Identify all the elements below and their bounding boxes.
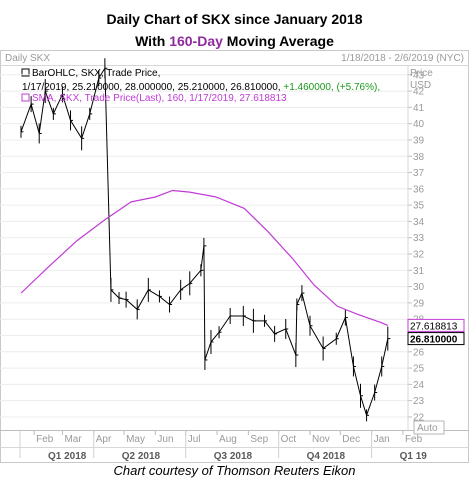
subtitle-highlight: 160-Day bbox=[169, 33, 223, 49]
y-tick-label: 34 bbox=[413, 217, 425, 228]
y-tick-label: 43 bbox=[413, 70, 425, 81]
auto-scale-label: Auto bbox=[417, 423, 438, 434]
price-legend-change: +1.460000, (+5.76%), bbox=[283, 82, 380, 93]
y-tick-label: 35 bbox=[413, 201, 425, 212]
axis-title: Price bbox=[410, 68, 433, 79]
x-tick-label: Jul bbox=[188, 434, 201, 445]
chart-frame bbox=[0, 50, 469, 463]
y-tick-label: 23 bbox=[413, 396, 425, 407]
date-range: 1/18/2018 - 2/6/2019 (NYC) bbox=[341, 53, 464, 64]
chart-credit: Chart courtesy of Thomson Reuters Eikon bbox=[113, 463, 356, 478]
panel-label: Daily SKX bbox=[5, 53, 50, 64]
axis-currency: USD bbox=[410, 80, 431, 91]
y-tick-label: 42 bbox=[413, 87, 425, 98]
quarter-label: Q1 2018 bbox=[48, 451, 87, 462]
subtitle-suffix: Moving Average bbox=[222, 33, 334, 49]
auto-scale-button[interactable] bbox=[413, 420, 445, 435]
x-tick-label: Nov bbox=[312, 434, 330, 445]
subtitle-prefix: With bbox=[135, 33, 170, 49]
price-legend-values-row: 1/17/2019, 25.210000, 28.000000, 25.2100… bbox=[22, 82, 380, 93]
quarter-label: Q1 19 bbox=[400, 451, 428, 462]
quarter-label: Q3 2018 bbox=[214, 451, 253, 462]
y-tick-label: 32 bbox=[413, 250, 425, 261]
x-tick-label: Jan bbox=[374, 434, 390, 445]
x-tick-label: Jun bbox=[157, 434, 173, 445]
y-tick-label: 36 bbox=[413, 184, 425, 195]
y-tick-label: 40 bbox=[413, 119, 425, 130]
y-tick-label: 30 bbox=[413, 282, 425, 293]
y-tick-label: 41 bbox=[413, 103, 425, 114]
price-legend-ohlc: 1/17/2019, 25.210000, 28.000000, 25.2100… bbox=[22, 82, 283, 93]
price-legend-text: BarOHLC, SKX, Trade Price, bbox=[32, 68, 160, 79]
price-chart: Daily SKX 1/18/2018 - 2/6/2019 (NYC) 22 2… bbox=[0, 50, 469, 463]
x-tick-label: May bbox=[126, 434, 145, 445]
series-layer bbox=[20, 58, 391, 422]
y-tick-label: 38 bbox=[413, 152, 425, 163]
y-tick-label: 37 bbox=[413, 168, 425, 179]
y-tick-label: 22 bbox=[413, 412, 425, 423]
price-legend-swatch[interactable] bbox=[21, 68, 30, 77]
x-tick-label: Oct bbox=[281, 434, 297, 445]
quarter-label: Q4 2018 bbox=[307, 451, 346, 462]
y-tick-label: 24 bbox=[413, 380, 425, 391]
quarter-label: Q2 2018 bbox=[122, 451, 161, 462]
sma-legend-text: SMA, SKX, Trade Price(Last), 160, 1/17/2… bbox=[32, 93, 287, 104]
price-value-label: 26.810000 bbox=[410, 335, 458, 346]
sma-legend-swatch[interactable] bbox=[21, 93, 30, 102]
price-line bbox=[20, 66, 389, 417]
x-tick-label: Apr bbox=[96, 434, 112, 445]
price-series bbox=[20, 58, 391, 422]
x-tick-label: Feb bbox=[405, 434, 423, 445]
x-tick-label: Feb bbox=[36, 434, 54, 445]
y-tick-label: 33 bbox=[413, 233, 425, 244]
sma-series bbox=[20, 189, 389, 326]
x-tick-label: Dec bbox=[342, 434, 360, 445]
y-tick-label: 26 bbox=[413, 347, 425, 358]
chart-title: Daily Chart of SKX since January 2018 bbox=[106, 11, 363, 27]
y-tick-label: 29 bbox=[413, 298, 425, 309]
y-tick-label: 25 bbox=[413, 364, 425, 375]
price-value-box bbox=[407, 332, 465, 346]
price-legend-name: BarOHLC, SKX, Trade Price, bbox=[32, 68, 160, 79]
x-tick-label: Sep bbox=[250, 434, 268, 445]
legend: BarOHLC, SKX, Trade Price, 1/17/2019, 25.… bbox=[22, 68, 380, 104]
x-axis: Feb Mar Apr May Jun Jul Aug Sep Oct Nov Dec Jan Feb Q… bbox=[19, 430, 428, 462]
y-tick-label: 39 bbox=[413, 135, 425, 146]
x-tick-label: Aug bbox=[219, 434, 237, 445]
x-tick-label: Mar bbox=[64, 434, 82, 445]
sma-line bbox=[20, 189, 389, 326]
sma-value-label: 27.618813 bbox=[410, 321, 458, 332]
y-tick-label: 31 bbox=[413, 266, 425, 277]
sma-value-box bbox=[407, 318, 465, 332]
chart-subtitle: With 160-Day Moving Average bbox=[0, 33, 469, 49]
